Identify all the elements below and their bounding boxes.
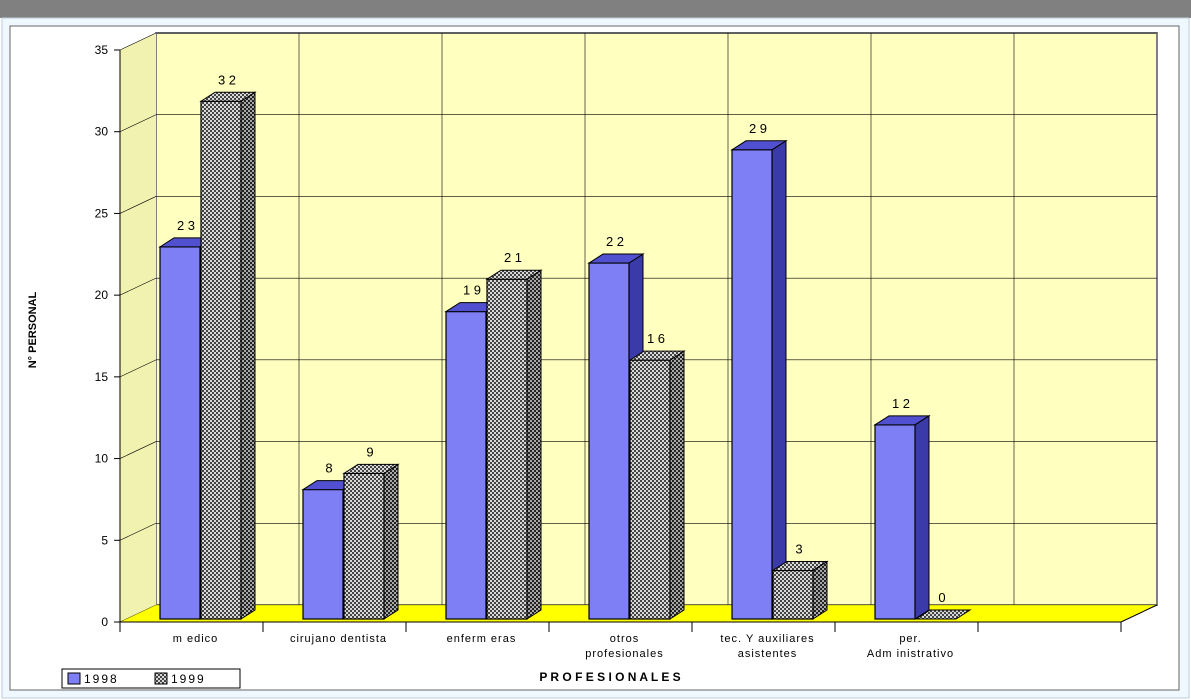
gridline-side <box>119 32 157 51</box>
y-tick-label: 30 <box>95 125 109 139</box>
x-axis-title: P R O F E S I O N A L E S <box>539 670 680 684</box>
bar-front <box>445 310 487 620</box>
bar-side <box>914 414 930 620</box>
y-tick-label: 15 <box>95 370 109 384</box>
bar-front <box>200 100 242 620</box>
legend: 1998 1999 <box>61 668 241 689</box>
data-label: 0 <box>938 590 945 605</box>
x-axis-depth <box>1120 604 1158 623</box>
x-tick-label: Adm inistrativo <box>867 648 954 660</box>
bar-top <box>628 350 686 361</box>
data-label: 9 <box>366 444 373 459</box>
bar-side <box>771 139 787 620</box>
bar-top <box>587 253 645 264</box>
bar-side <box>669 350 685 620</box>
bar-top <box>771 560 829 571</box>
bar-1999-5 <box>914 609 972 620</box>
bar-side <box>812 560 828 620</box>
gridline-side <box>119 196 157 214</box>
gridline-side <box>119 114 157 132</box>
data-label: 2 2 <box>606 234 624 249</box>
bar-top <box>342 463 400 474</box>
x-tick-label: cirujano dentista <box>290 633 387 645</box>
gridline-side <box>119 441 157 459</box>
bar-front <box>731 149 773 620</box>
data-label: 2 1 <box>504 250 522 265</box>
legend-swatch-1999 <box>154 672 168 685</box>
bar-front <box>159 246 201 620</box>
y-tick-label: 20 <box>95 288 109 302</box>
x-tick-label: tec. Y auxiliares <box>720 633 814 645</box>
top-bar <box>0 0 1191 18</box>
bar-1999-3 <box>628 350 686 620</box>
bar-top <box>873 415 931 426</box>
data-label: 2 3 <box>177 218 195 233</box>
bar-top <box>199 91 257 102</box>
legend-swatch-1998 <box>67 672 81 685</box>
bar-1998-5 <box>873 414 931 620</box>
x-tick-label: otros <box>610 633 639 645</box>
data-label: 3 2 <box>218 72 236 87</box>
gridline-side <box>119 523 157 541</box>
legend-box <box>61 668 241 689</box>
legend-label-1998: 1998 <box>84 672 119 686</box>
y-tick-label: 35 <box>95 43 109 57</box>
bar-front <box>629 359 671 620</box>
bar-front <box>772 569 814 620</box>
data-label: 3 <box>795 541 802 556</box>
y-tick-label: 0 <box>101 615 108 629</box>
data-label: 1 2 <box>892 396 910 411</box>
data-label: 2 9 <box>749 121 767 136</box>
data-label: 1 9 <box>463 283 481 298</box>
bar-side <box>383 463 399 620</box>
bar-1999-2 <box>485 269 543 620</box>
y-tick-label: 5 <box>101 533 108 547</box>
bar-top <box>485 269 543 280</box>
legend-label-1999: 1999 <box>171 672 206 686</box>
gridline-side <box>119 277 157 296</box>
x-tick-label: m edico <box>173 633 219 645</box>
bar-front <box>302 488 344 620</box>
x-tick-label: profesionales <box>585 648 663 660</box>
data-label: 1 6 <box>647 331 665 346</box>
x-tick-label: enferm eras <box>447 633 517 645</box>
bar-front <box>343 472 385 620</box>
y-tick-label: 25 <box>95 206 109 220</box>
data-label: 8 <box>325 461 332 476</box>
side-wall <box>120 33 156 622</box>
gridline-side <box>119 359 157 378</box>
bar-1998-4 <box>730 139 788 620</box>
bar-top <box>914 609 972 620</box>
x-tick-label: per. <box>899 633 921 645</box>
bar-1999-0 <box>199 91 257 620</box>
bar-top <box>730 140 788 151</box>
y-axis-title: N° PERSONAL <box>27 291 39 368</box>
x-tick-label: asistentes <box>738 648 798 660</box>
bar-front <box>588 262 630 620</box>
bar-front <box>486 278 528 620</box>
bar-front <box>874 424 916 620</box>
bar-1999-4 <box>771 560 829 620</box>
bars <box>158 91 972 620</box>
bar-side <box>526 269 542 620</box>
bar-side <box>240 91 256 620</box>
bar-1999-1 <box>342 463 400 620</box>
y-tick-label: 10 <box>95 452 109 466</box>
